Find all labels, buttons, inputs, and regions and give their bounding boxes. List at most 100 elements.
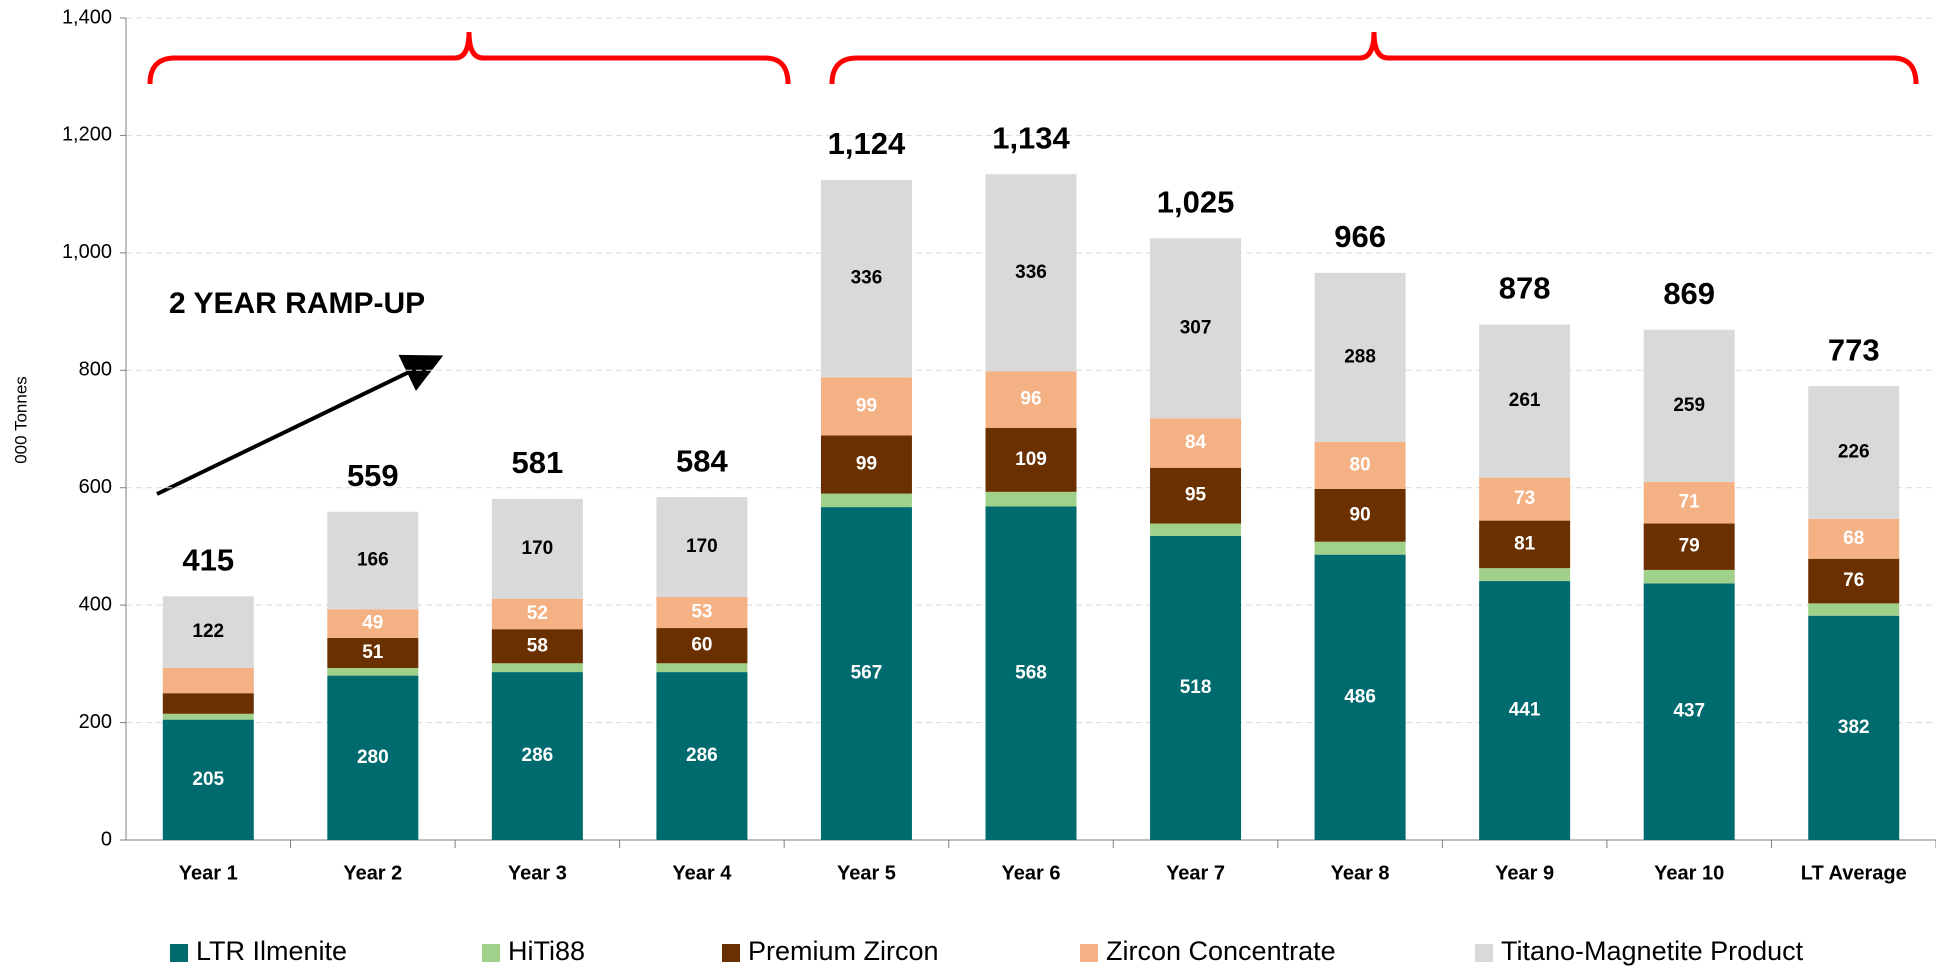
bar-segment (820, 507, 912, 840)
x-tick-label: Year 2 (343, 862, 402, 884)
total-label: 869 (1663, 276, 1715, 311)
x-tick-label: Year 6 (1002, 862, 1061, 884)
data-label: 259 (1673, 395, 1705, 416)
data-label: 261 (1509, 390, 1541, 411)
total-label: 584 (676, 443, 728, 478)
bar-segment (656, 596, 748, 629)
data-label: 567 (851, 663, 883, 684)
bar-segment (1479, 568, 1571, 582)
data-label: 71 (1679, 492, 1701, 513)
total-label: 1,124 (828, 126, 906, 161)
bar-segment (1808, 615, 1900, 840)
bar-segment (1808, 558, 1900, 604)
bar-segment (1314, 554, 1406, 840)
data-label: 109 (1015, 449, 1047, 470)
x-tick-label: LT Average (1801, 862, 1907, 884)
bar-segment (1150, 535, 1242, 840)
data-label: 170 (522, 538, 554, 559)
bar-segment (1479, 520, 1571, 569)
y-tick-label: 1,200 (62, 124, 112, 146)
bar-segment (656, 628, 748, 664)
bar-segment (1314, 541, 1406, 555)
x-tick-label: Year 4 (672, 862, 732, 884)
data-label: 53 (691, 601, 712, 622)
total-label: 1,025 (1157, 184, 1235, 219)
bar-segment (1479, 477, 1571, 521)
bar-segment (1150, 467, 1242, 524)
data-label: 90 (1350, 504, 1371, 525)
bar-segment (327, 511, 419, 610)
ramp-arrow (156, 354, 444, 496)
annotation: 2 YEAR RAMP-UP (169, 287, 425, 320)
data-label: 79 (1679, 536, 1700, 557)
legend-label: HiTi88 (508, 936, 585, 966)
data-label: 382 (1838, 717, 1870, 738)
y-tick-label: 600 (79, 476, 112, 498)
y-tick-label: 1,000 (62, 241, 112, 263)
legend-swatch (1080, 944, 1098, 962)
bar-segment (985, 506, 1077, 840)
data-label: 122 (192, 621, 224, 642)
bar-segment (820, 493, 912, 508)
bar-segment (1643, 569, 1735, 584)
bar-segment (985, 174, 1077, 372)
bar-segment (1643, 329, 1735, 482)
data-label: 286 (686, 745, 718, 766)
bar-segment (1314, 488, 1406, 542)
y-tick-label: 200 (79, 711, 112, 733)
bar-segment (1808, 386, 1900, 519)
bar-segment (1150, 418, 1242, 468)
legend-swatch (170, 944, 188, 962)
bar-segment (1150, 238, 1242, 419)
data-label: 68 (1843, 528, 1864, 549)
data-label: 49 (362, 613, 383, 634)
data-label: 336 (851, 268, 883, 289)
total-label: 878 (1499, 271, 1551, 306)
data-label: 60 (691, 635, 712, 656)
data-label: 170 (686, 536, 718, 557)
x-tick-label: Year 1 (179, 862, 238, 884)
bar-segment (1479, 581, 1571, 840)
bar-segment (491, 598, 583, 630)
bar-segment (985, 427, 1077, 492)
total-label: 1,134 (992, 120, 1070, 155)
bar-segment (1808, 518, 1900, 559)
bar-segment (491, 629, 583, 664)
data-label: 286 (522, 745, 554, 766)
x-tick-label: Year 3 (508, 862, 567, 884)
bar-segment (491, 672, 583, 840)
bar-segment (1808, 603, 1900, 616)
data-label: 166 (357, 550, 389, 571)
legend-label: Titano-Magnetite Product (1501, 936, 1804, 966)
bar-segment (162, 596, 254, 668)
y-tick-label: 1,400 (62, 6, 112, 28)
x-tick-label: Year 10 (1654, 862, 1724, 884)
bar-segment (1643, 583, 1735, 840)
data-label: 568 (1015, 662, 1047, 683)
x-tick-label: Year 7 (1166, 862, 1225, 884)
total-label: 559 (347, 458, 399, 493)
data-label: 280 (357, 747, 389, 768)
brace (147, 31, 791, 85)
data-label: 205 (192, 769, 224, 790)
bar-segment (656, 663, 748, 673)
bar-segment (327, 638, 419, 668)
total-label: 581 (511, 445, 563, 480)
bar-segment (327, 609, 419, 639)
bar-segment (1314, 441, 1406, 489)
bar-segment (162, 667, 254, 694)
bar-segment (162, 713, 254, 720)
bar-segment (656, 672, 748, 840)
legend-swatch (482, 944, 500, 962)
bar-segment (491, 663, 583, 673)
legend-label: LTR Ilmenite (196, 936, 347, 966)
data-label: 51 (362, 642, 384, 663)
data-label: 288 (1344, 346, 1376, 367)
bar-segment (1479, 324, 1571, 478)
data-label: 84 (1185, 432, 1207, 453)
bar-segment (1150, 523, 1242, 536)
x-tick-label: Year 8 (1331, 862, 1390, 884)
bar-segment (820, 377, 912, 436)
data-label: 52 (527, 603, 548, 624)
